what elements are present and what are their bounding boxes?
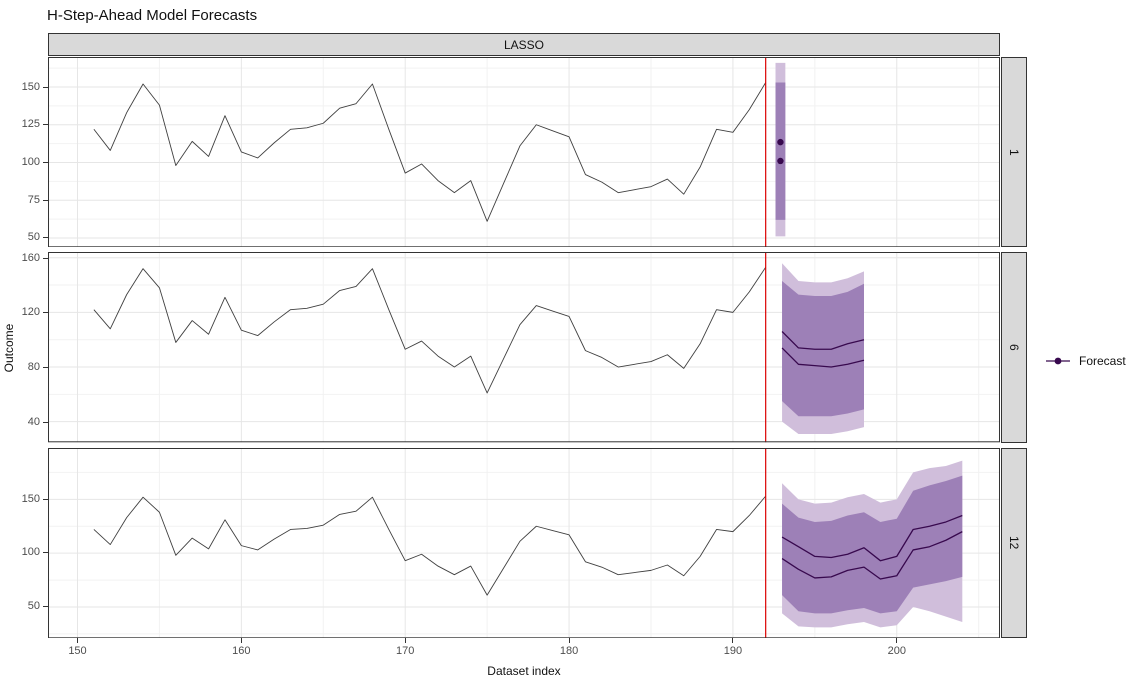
y-tick-label: 160 [21,251,40,264]
y-tick-mark [43,257,48,259]
y-tick-mark [43,312,48,314]
y-tick-label: 75 [27,193,40,206]
page-title: H-Step-Ahead Model Forecasts [47,7,258,24]
y-tick-label: 40 [27,415,40,428]
forecast-line-1 [781,514,963,562]
y-tick-label: 50 [27,600,40,613]
forecast-ribbon-80 [775,82,786,220]
forecast-point [777,157,784,165]
facet-strip-lasso: LASSO [48,33,1000,56]
facet-strip-h12: 12 [1001,447,1027,638]
facet-strip-h1: 1 [1001,57,1027,248]
facet-strip-lasso-label: LASSO [503,37,545,52]
x-axis-title: Dataset index [487,664,561,678]
x-tick-label: 190 [723,645,743,657]
x-tick-label: 170 [396,645,415,657]
legend: Forecast [1045,352,1126,370]
y-tick-mark [43,86,48,88]
panel-h6 [48,252,1000,443]
facet-strip-h6-label: 6 [1007,344,1021,351]
history-line [93,495,767,596]
x-tick-label: 150 [68,645,87,657]
y-tick-mark [43,552,48,554]
forecast-line-1 [781,331,865,351]
x-tick-mark [896,638,898,643]
panel-h12 [48,447,1000,638]
forecast-point [777,138,784,146]
y-tick-label: 100 [21,156,40,168]
forecast-ribbon-80 [782,281,864,417]
y-tick-label: 120 [21,306,40,319]
y-tick-mark [43,124,48,126]
y-tick-label: 125 [21,118,40,131]
y-tick-label: 150 [21,492,40,505]
facet-strip-h6: 6 [1001,252,1027,443]
history-line [93,82,767,222]
y-tick-mark [43,606,48,608]
legend-label: Forecast [1079,354,1126,368]
y-tick-label: 100 [21,546,40,559]
facet-strip-h12-label: 12 [1007,536,1021,550]
x-tick-mark [77,638,78,643]
y-tick-mark [43,237,48,239]
x-tick-label: 200 [887,645,906,657]
y-tick-label: 150 [21,80,40,93]
x-tick-label: 160 [232,645,251,657]
facet-strip-h1-label: 1 [1007,148,1021,156]
y-tick-mark [43,498,48,500]
x-tick-label: 180 [559,645,579,657]
x-tick-mark [404,638,406,643]
forecast-line-2 [781,530,963,580]
forecast-line-2 [781,347,865,369]
y-tick-label: 50 [27,231,40,244]
y-tick-mark [43,199,48,201]
x-tick-mark [568,638,570,643]
y-tick-mark [43,421,48,423]
y-tick-mark [43,366,48,368]
y-axis-title: Outcome [2,323,16,373]
y-tick-mark [43,162,48,163]
forecast-ribbon-80 [782,475,963,614]
panel-h1 [48,57,1000,248]
x-tick-mark [240,638,242,643]
x-tick-mark [732,638,734,643]
forecast-legend-key-icon [1046,357,1070,365]
y-tick-label: 80 [27,360,40,373]
history-line [93,267,767,394]
